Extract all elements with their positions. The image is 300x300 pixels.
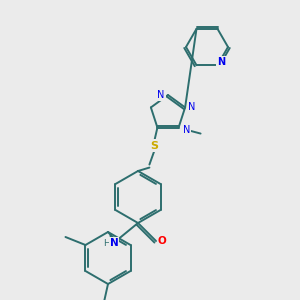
- Text: N: N: [188, 102, 196, 112]
- Text: S: S: [150, 141, 158, 151]
- Text: N: N: [110, 238, 118, 248]
- Text: O: O: [158, 236, 166, 246]
- Text: N: N: [183, 124, 190, 135]
- Text: H: H: [103, 238, 110, 247]
- Text: N: N: [218, 57, 226, 67]
- Text: N: N: [157, 90, 165, 100]
